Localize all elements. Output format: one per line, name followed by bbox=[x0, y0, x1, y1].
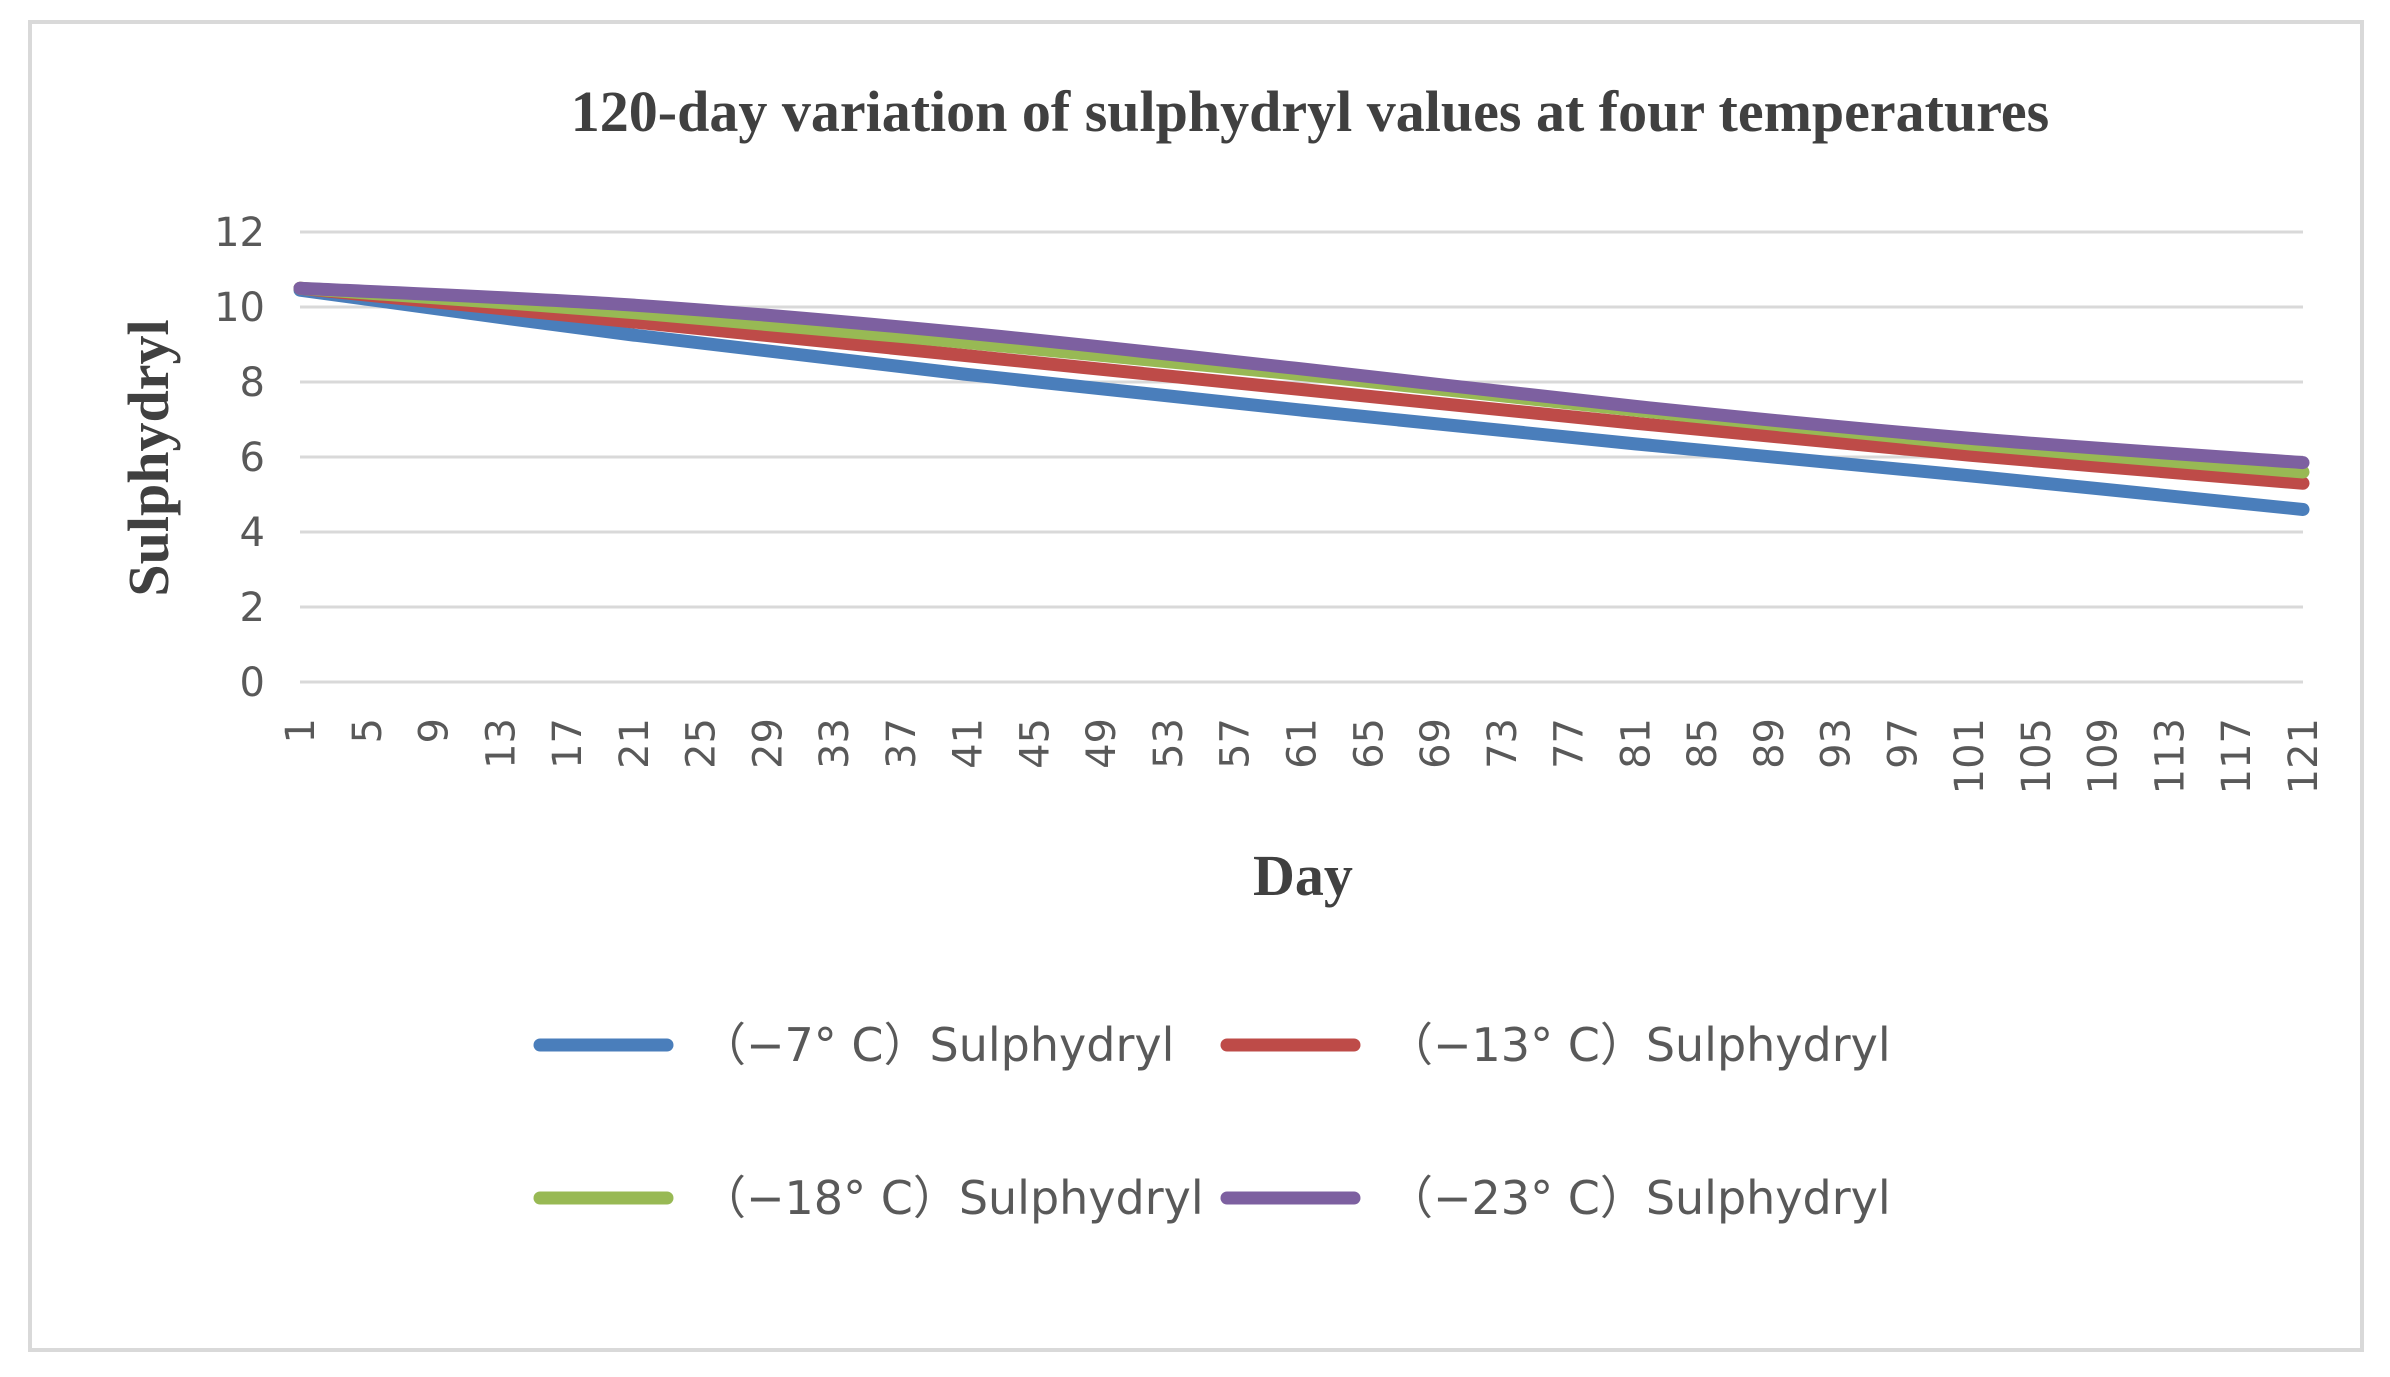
x-tick-label: 9 bbox=[412, 718, 458, 743]
y-tick-label: 10 bbox=[214, 285, 265, 331]
series-line-1 bbox=[293, 283, 2310, 516]
y-axis-title: Sulphydryl bbox=[116, 319, 181, 596]
x-tick-label: 77 bbox=[1547, 718, 1593, 769]
x-tick-label: 57 bbox=[1213, 718, 1259, 769]
x-tick-label: 65 bbox=[1346, 718, 1392, 769]
x-tick-label: 101 bbox=[1947, 718, 1993, 794]
x-tick-label: 21 bbox=[612, 718, 658, 769]
x-tick-label: 17 bbox=[545, 718, 591, 769]
chart-frame bbox=[28, 20, 2364, 1352]
y-tick-label: 12 bbox=[214, 210, 265, 256]
chart-title: 120-day variation of sulphydryl values a… bbox=[571, 79, 2049, 144]
legend-item-4: （−23° C）Sulphydryl bbox=[1220, 1171, 1891, 1225]
x-tick-label: 29 bbox=[745, 718, 791, 769]
grid-lines bbox=[300, 230, 2303, 684]
legend-label: （−13° C）Sulphydryl bbox=[1387, 1018, 1891, 1072]
x-tick-label: 117 bbox=[2214, 718, 2260, 794]
x-tick-label: 69 bbox=[1413, 718, 1459, 769]
legend-label: （−18° C）Sulphydryl bbox=[700, 1171, 1204, 1225]
x-tick-label: 113 bbox=[2147, 718, 2193, 794]
x-tick-label: 25 bbox=[679, 718, 725, 769]
legend: （−7° C）Sulphydryl （−13° C）Sulphydryl （−18°… bbox=[533, 1018, 1891, 1225]
x-tick-label: 49 bbox=[1079, 718, 1125, 769]
series-lines bbox=[293, 281, 2310, 516]
x-tick-label: 93 bbox=[1814, 718, 1860, 769]
x-tick-label: 1 bbox=[278, 718, 324, 743]
x-axis-title: Day bbox=[1253, 843, 1353, 908]
series-line-4 bbox=[293, 281, 2310, 470]
y-tick-label: 8 bbox=[240, 360, 265, 406]
x-tick-label: 5 bbox=[345, 718, 391, 743]
x-tick-label: 97 bbox=[1880, 718, 1926, 769]
y-axis-ticks: 0 2 4 6 8 10 12 bbox=[214, 210, 265, 706]
legend-label: （−7° C）Sulphydryl bbox=[700, 1018, 1174, 1072]
y-tick-label: 6 bbox=[240, 435, 265, 481]
y-tick-label: 2 bbox=[240, 585, 265, 631]
legend-item-3: （−18° C）Sulphydryl bbox=[533, 1171, 1204, 1225]
x-tick-label: 121 bbox=[2281, 718, 2327, 794]
series-line-2 bbox=[293, 281, 2310, 490]
x-tick-label: 61 bbox=[1280, 718, 1326, 769]
x-tick-label: 37 bbox=[879, 718, 925, 769]
y-tick-label: 4 bbox=[240, 510, 265, 556]
x-tick-label: 105 bbox=[2014, 718, 2060, 794]
x-tick-label: 41 bbox=[946, 718, 992, 769]
x-tick-label: 13 bbox=[478, 718, 524, 769]
x-tick-label: 53 bbox=[1146, 718, 1192, 769]
x-tick-label: 89 bbox=[1747, 718, 1793, 769]
x-tick-label: 45 bbox=[1012, 718, 1058, 769]
y-tick-label: 0 bbox=[240, 660, 265, 706]
legend-item-1: （−7° C）Sulphydryl bbox=[533, 1018, 1174, 1072]
x-tick-label: 109 bbox=[2081, 718, 2127, 794]
x-tick-label: 85 bbox=[1680, 718, 1726, 769]
legend-label: （−23° C）Sulphydryl bbox=[1387, 1171, 1891, 1225]
x-tick-label: 33 bbox=[812, 718, 858, 769]
legend-item-2: （−13° C）Sulphydryl bbox=[1220, 1018, 1891, 1072]
x-tick-label: 73 bbox=[1480, 718, 1526, 769]
x-tick-label: 81 bbox=[1613, 718, 1659, 769]
x-axis-ticks: 1 5 9 13 17 21 25 29 33 37 41 45 49 53 57 61 65 69 73 77 81 8… bbox=[278, 718, 2327, 794]
